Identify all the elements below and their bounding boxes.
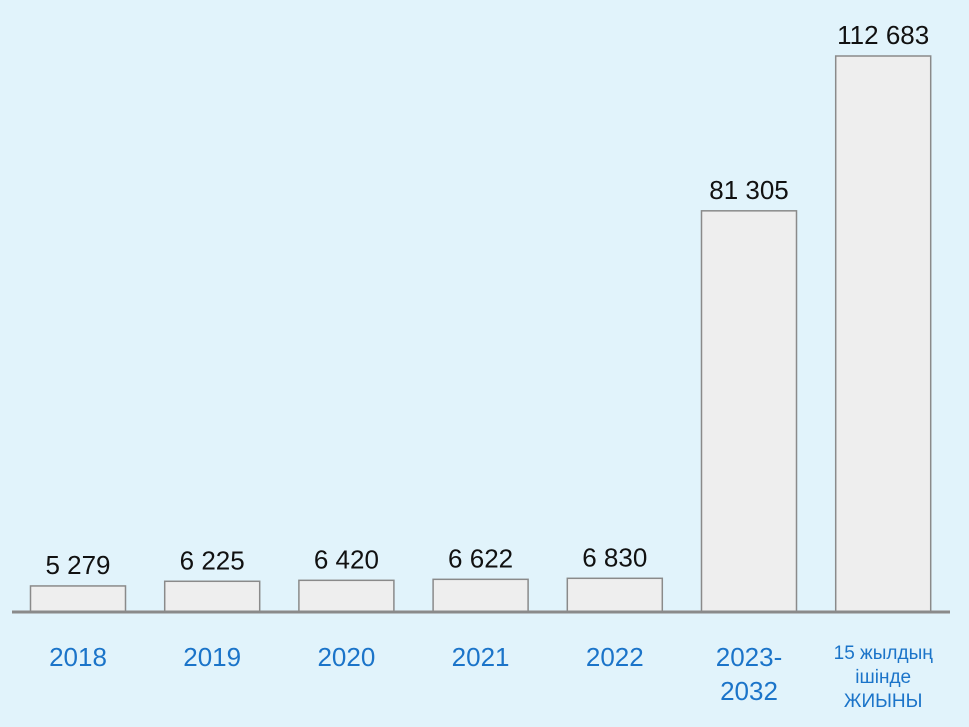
x-tick-label: 2019 xyxy=(183,642,242,672)
bar xyxy=(298,579,395,613)
x-tick-label: 15 жылдың ішінде ЖИЫНЫ xyxy=(833,643,933,712)
x-tick-label: 2018 xyxy=(49,642,107,672)
value-label: 6 225 xyxy=(180,545,245,575)
value-label: 6 830 xyxy=(582,542,647,572)
bar xyxy=(29,585,127,613)
value-label: 5 279 xyxy=(45,550,110,580)
value-label: 6 420 xyxy=(314,544,379,574)
x-tick-label: 2022 xyxy=(585,642,644,672)
value-label: 81 305 xyxy=(709,175,789,205)
value-label: 112 683 xyxy=(837,20,929,50)
bar xyxy=(432,578,529,613)
value-label: 6 622 xyxy=(448,543,513,573)
x-tick-label: 2020 xyxy=(317,642,376,672)
bar xyxy=(834,55,932,613)
bar xyxy=(700,210,798,613)
x-tick-label: 2021 xyxy=(451,642,510,672)
bar xyxy=(566,577,664,613)
bar xyxy=(163,580,261,613)
x-tick-label: 2023-2032 xyxy=(715,642,783,706)
